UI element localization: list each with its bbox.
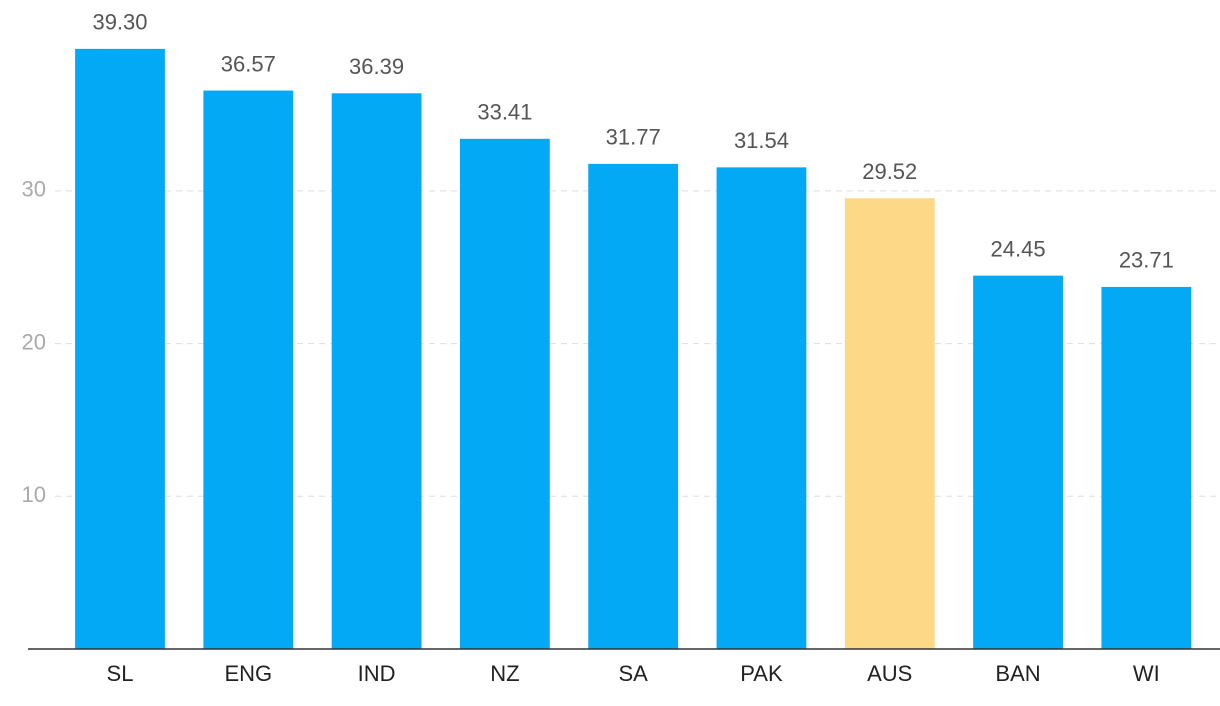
bar: [459, 138, 550, 650]
value-label: 39.30: [92, 10, 147, 35]
bar: [844, 198, 935, 650]
y-tick-label: 30: [22, 177, 46, 202]
x-tick-label: AUS: [867, 661, 912, 686]
value-label: 31.54: [734, 128, 789, 153]
bar: [1101, 286, 1192, 649]
x-tick-label: SL: [107, 661, 134, 686]
value-label: 36.39: [349, 54, 404, 79]
x-tick-label: NZ: [490, 661, 519, 686]
bar: [588, 163, 679, 650]
x-tick-label: WI: [1133, 661, 1160, 686]
x-tick-label: IND: [358, 661, 396, 686]
bar: [203, 90, 294, 650]
x-tick-label: ENG: [224, 661, 272, 686]
x-tick-label: BAN: [995, 661, 1040, 686]
bar: [973, 275, 1063, 649]
bar: [331, 93, 422, 650]
x-tick-label: PAK: [740, 661, 783, 686]
bar: [75, 48, 165, 649]
y-tick-label: 20: [22, 329, 46, 354]
value-label: 24.45: [991, 236, 1046, 261]
value-label: 23.71: [1119, 248, 1174, 273]
bar: [716, 167, 807, 649]
value-label: 29.52: [862, 159, 917, 184]
value-label: 36.57: [221, 51, 276, 76]
y-tick-label: 10: [22, 482, 46, 507]
x-tick-label: SA: [618, 661, 648, 686]
value-label: 31.77: [606, 125, 661, 150]
value-label: 33.41: [477, 100, 532, 125]
